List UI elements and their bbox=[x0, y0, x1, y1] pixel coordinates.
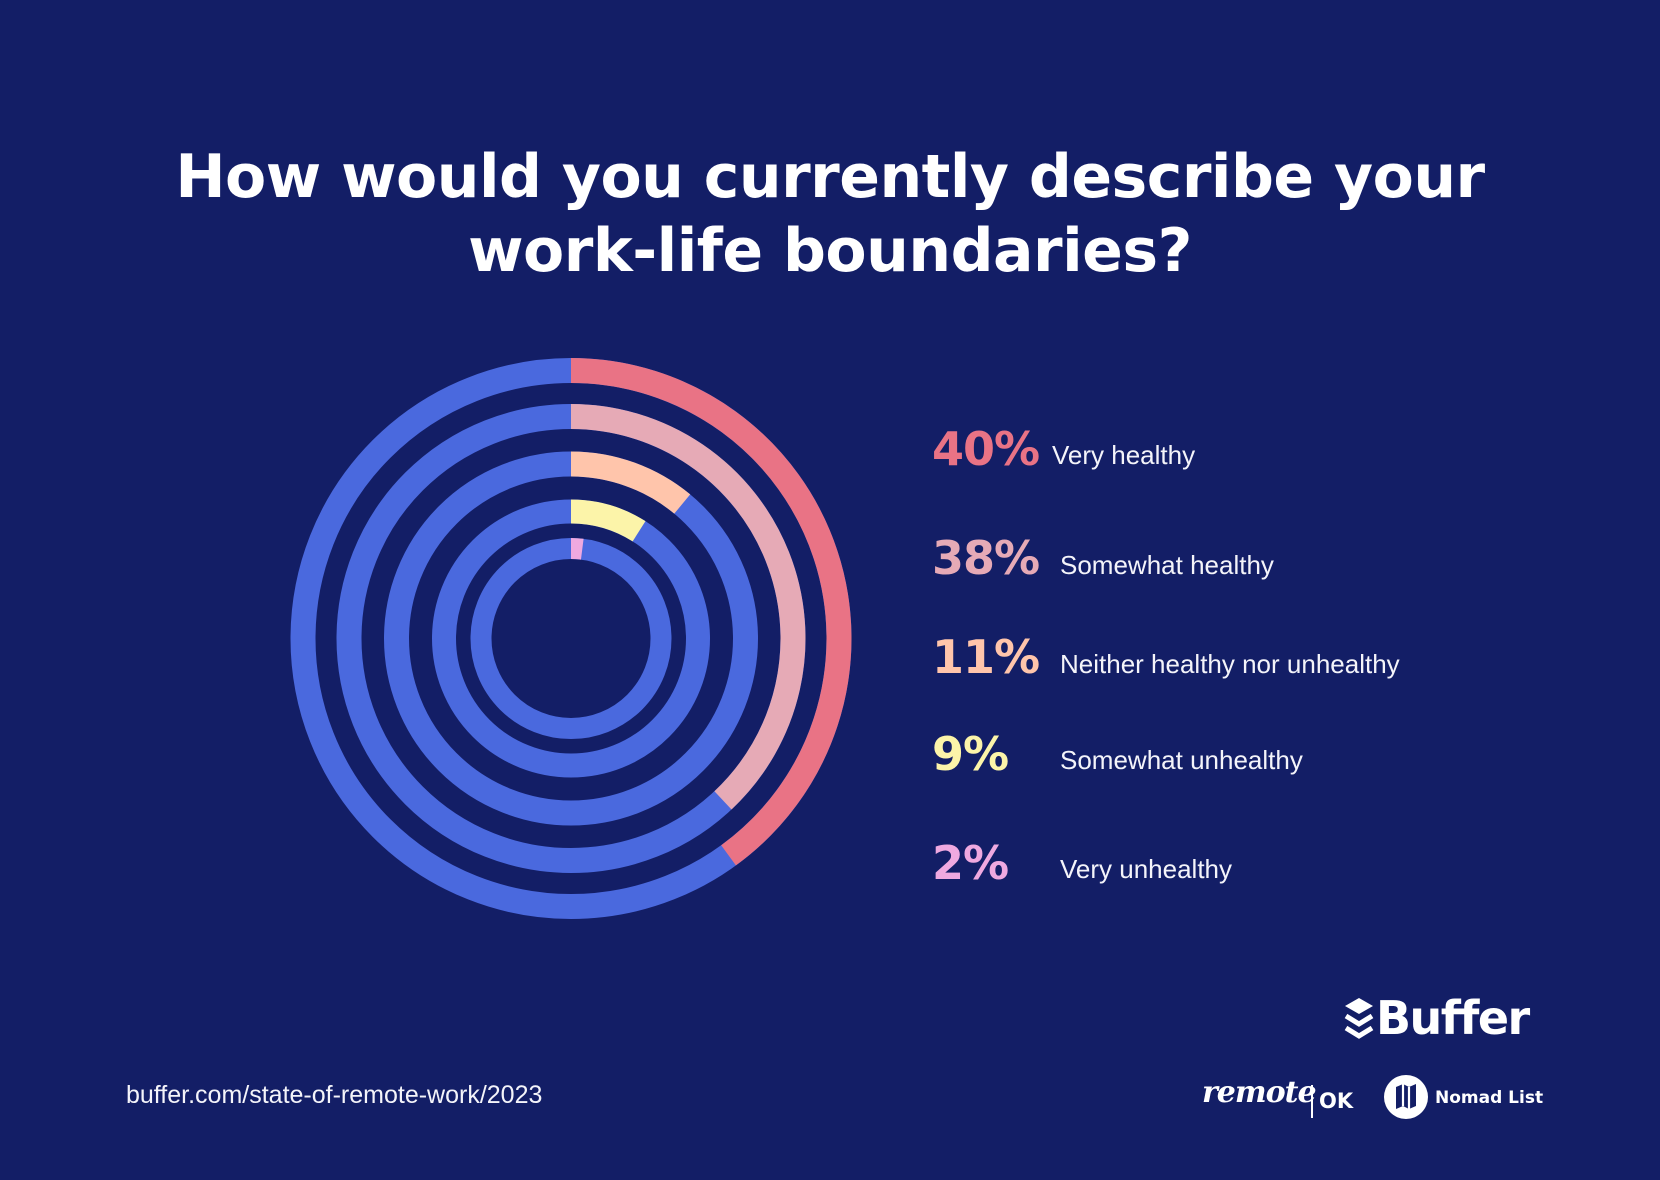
nomad-list-map-icon bbox=[1384, 1075, 1428, 1119]
source-url: buffer.com/state-of-remote-work/2023 bbox=[126, 1081, 543, 1109]
remote-ok-logo-text: remote bbox=[1202, 1075, 1317, 1110]
title-line-2: work-life boundaries? bbox=[468, 216, 1192, 286]
ring-value-arc bbox=[570, 499, 646, 542]
nomad-list-logo-text: Nomad List bbox=[1435, 1088, 1544, 1108]
legend-pct: 38% bbox=[932, 531, 1040, 585]
legend-pct: 2% bbox=[932, 836, 1009, 890]
legend-item-neither: 11% Neither healthy nor unhealthy bbox=[0, 0, 1400, 680]
logo-divider bbox=[1311, 1085, 1313, 1118]
legend-item-very-healthy: 40% Very healthy bbox=[0, 0, 1195, 472]
ring-track bbox=[470, 538, 672, 739]
ring-value-arc bbox=[570, 358, 852, 866]
legend-label: Neither healthy nor unhealthy bbox=[1060, 649, 1400, 679]
legend-label: Somewhat unhealthy bbox=[1060, 745, 1303, 775]
legend-item-very-unhealthy: 2% Very unhealthy bbox=[0, 0, 1232, 886]
title-line-1: How would you currently describe your bbox=[175, 142, 1485, 212]
legend-label: Very unhealthy bbox=[1060, 854, 1233, 884]
legend-pct: 11% bbox=[932, 630, 1040, 684]
legend-item-somewhat-healthy: 38% Somewhat healthy bbox=[0, 0, 1274, 581]
buffer-layers-icon bbox=[1344, 998, 1374, 1039]
ring-value-arc bbox=[570, 404, 806, 810]
chart-title: How would you currently describe your wo… bbox=[0, 140, 1660, 288]
legend-item-somewhat-unhealthy: 9% Somewhat unhealthy bbox=[0, 0, 1303, 777]
legend-label: Very healthy bbox=[1052, 440, 1196, 470]
legend-pct: 9% bbox=[932, 727, 1009, 781]
legend-label: Somewhat healthy bbox=[1060, 550, 1274, 580]
ring-value-arc bbox=[570, 451, 691, 514]
buffer-logo-text: Buffer bbox=[1376, 991, 1530, 1045]
ok-logo-text: OK bbox=[1319, 1089, 1354, 1113]
ring-value-arc bbox=[570, 538, 584, 560]
legend-pct: 40% bbox=[932, 422, 1040, 476]
